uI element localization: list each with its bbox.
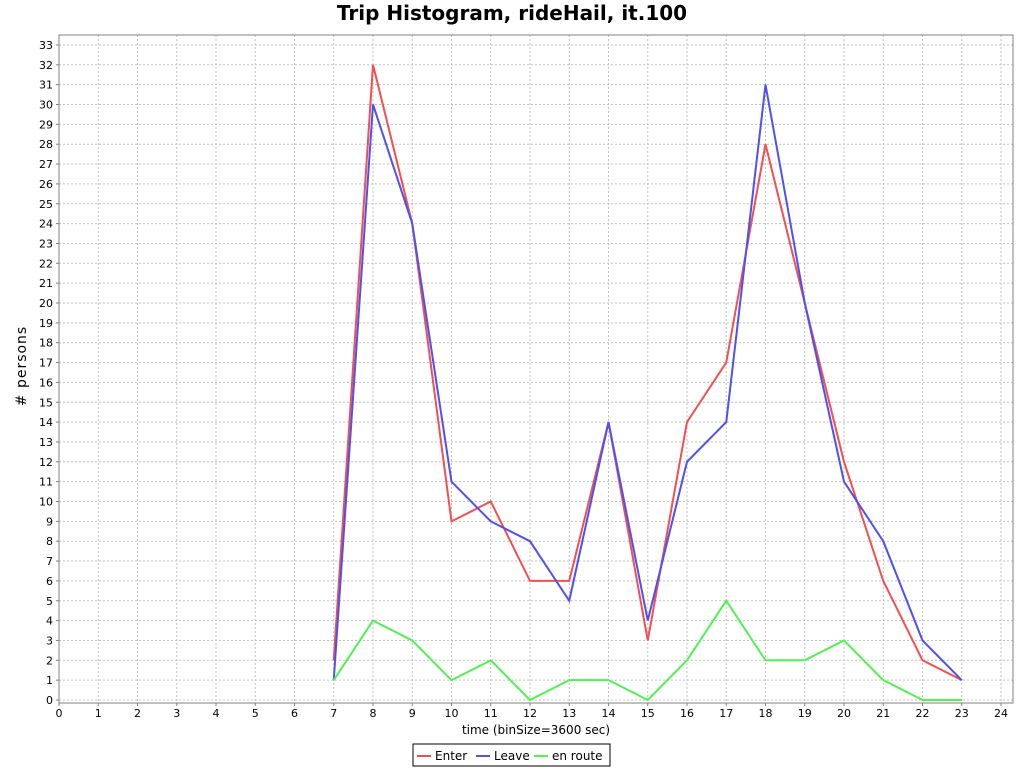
y-tick-label: 18 xyxy=(39,337,53,350)
y-tick-label: 3 xyxy=(46,634,53,647)
y-tick-label: 0 xyxy=(46,694,53,707)
y-tick-label: 16 xyxy=(39,376,53,389)
y-tick-label: 32 xyxy=(39,59,53,72)
y-tick-label: 14 xyxy=(39,416,53,429)
legend-item-label: en route xyxy=(552,749,603,763)
y-tick-label: 23 xyxy=(39,237,53,250)
x-tick-label: 19 xyxy=(798,707,812,720)
y-tick-label: 5 xyxy=(46,595,53,608)
x-tick-label: 16 xyxy=(680,707,694,720)
x-tick-label: 11 xyxy=(484,707,498,720)
y-tick-label: 10 xyxy=(39,496,53,509)
y-tick-label: 22 xyxy=(39,257,53,270)
plot-area-border xyxy=(58,34,1014,704)
x-tick-label: 8 xyxy=(370,707,377,720)
y-tick-label: 28 xyxy=(39,138,53,151)
x-tick-label: 7 xyxy=(330,707,337,720)
y-tick-label: 15 xyxy=(39,396,53,409)
y-tick-label: 11 xyxy=(39,476,53,489)
x-tick-label: 14 xyxy=(602,707,616,720)
series-line-leave xyxy=(332,84,963,681)
chart-title: Trip Histogram, rideHail, it.100 xyxy=(337,1,687,25)
x-tick-label: 18 xyxy=(759,707,773,720)
legend-box xyxy=(412,743,611,767)
x-tick-label: 2 xyxy=(134,707,141,720)
y-tick-label: 26 xyxy=(39,178,53,191)
x-tick-label: 13 xyxy=(562,707,576,720)
x-axis-label: time (binSize=3600 sec) xyxy=(462,723,610,737)
y-tick-label: 21 xyxy=(39,277,53,290)
legend-item-label: Leave xyxy=(494,749,530,763)
x-tick-label: 9 xyxy=(409,707,416,720)
x-tick-label: 15 xyxy=(641,707,655,720)
data-series xyxy=(332,64,963,702)
y-tick-label: 12 xyxy=(39,456,53,469)
x-tick-label: 3 xyxy=(173,707,180,720)
x-tick-label: 5 xyxy=(252,707,259,720)
y-axis-ticks: 0123456789101112131415161718192021222324… xyxy=(39,39,59,707)
x-tick-label: 21 xyxy=(876,707,890,720)
legend: Enter Leave en route xyxy=(412,743,611,767)
y-tick-label: 2 xyxy=(46,654,53,667)
y-tick-label: 4 xyxy=(46,615,53,628)
y-tick-label: 8 xyxy=(46,535,53,548)
grid-lines xyxy=(58,35,1013,703)
y-tick-label: 25 xyxy=(39,198,53,211)
x-tick-label: 12 xyxy=(523,707,537,720)
x-axis-ticks: 0 1 2 3 4 5 6 7 8 9 10 11 12 13 14 15 16 17 18 19 20 21 22 23 24 xyxy=(56,703,1008,720)
y-tick-label: 29 xyxy=(39,118,53,131)
series-line-en-route xyxy=(332,598,962,702)
x-tick-label: 23 xyxy=(955,707,969,720)
y-tick-label: 19 xyxy=(39,317,53,330)
y-axis-label: # persons xyxy=(14,326,30,406)
x-tick-label: 6 xyxy=(291,707,298,720)
y-tick-label: 13 xyxy=(39,436,53,449)
x-tick-label: 10 xyxy=(445,707,459,720)
y-tick-label: 33 xyxy=(39,39,53,52)
y-tick-label: 24 xyxy=(39,218,53,231)
y-tick-label: 30 xyxy=(39,99,53,112)
y-tick-label: 17 xyxy=(39,357,53,370)
x-tick-label: 22 xyxy=(916,707,930,720)
x-tick-label: 4 xyxy=(213,707,220,720)
x-tick-label: 17 xyxy=(719,707,733,720)
y-tick-label: 1 xyxy=(46,674,53,687)
y-tick-label: 20 xyxy=(39,297,53,310)
x-tick-label: 20 xyxy=(837,707,851,720)
x-tick-label: 1 xyxy=(95,707,102,720)
legend-item-label: Enter xyxy=(435,749,467,763)
x-tick-label: 24 xyxy=(994,707,1008,720)
y-tick-label: 9 xyxy=(46,515,53,528)
x-tick-label: 0 xyxy=(56,707,63,720)
y-tick-label: 6 xyxy=(46,575,53,588)
y-tick-label: 27 xyxy=(39,158,53,171)
y-tick-label: 7 xyxy=(46,555,53,568)
y-tick-label: 31 xyxy=(39,79,53,92)
